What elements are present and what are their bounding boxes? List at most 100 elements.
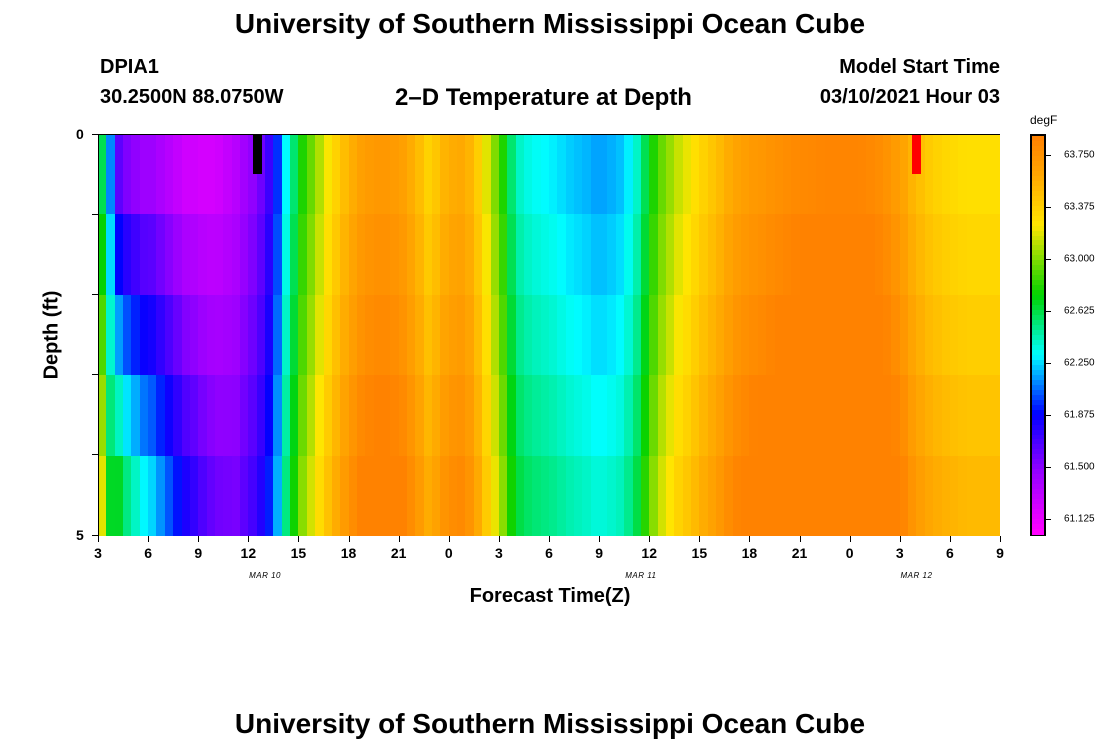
heatmap-cell xyxy=(849,134,859,216)
x-tick-mark xyxy=(298,536,300,542)
heatmap-cell xyxy=(473,214,484,296)
heatmap-cell xyxy=(607,375,617,457)
heatmap-cell xyxy=(131,214,141,296)
heatmap-cell xyxy=(891,375,901,457)
heatmap-cell xyxy=(123,294,133,377)
heatmap-cell xyxy=(515,375,525,457)
heatmap-cell xyxy=(231,214,241,296)
heatmap-cell xyxy=(365,455,375,536)
heatmap-cell xyxy=(832,134,843,216)
heatmap-cell xyxy=(665,294,676,377)
heatmap-cell xyxy=(490,134,500,216)
heatmap-cell xyxy=(590,375,601,457)
heatmap-cell xyxy=(690,294,701,377)
min-marker xyxy=(252,134,262,174)
heatmap-cell xyxy=(423,455,434,536)
heatmap-cell xyxy=(256,375,267,457)
x-tick-mark xyxy=(148,536,150,542)
heatmap-cell xyxy=(732,294,743,377)
colorbar-segment xyxy=(1032,140,1044,147)
heatmap-cell xyxy=(540,375,550,457)
heatmap-cell xyxy=(699,214,709,296)
colorbar-segment xyxy=(1032,479,1044,486)
heatmap-cell xyxy=(716,134,726,216)
heatmap-cell xyxy=(599,214,609,296)
colorbar-segment xyxy=(1032,190,1044,197)
heatmap-cell xyxy=(941,134,951,216)
heatmap-cell xyxy=(189,214,200,296)
heatmap-cell xyxy=(640,134,651,216)
heatmap-cell xyxy=(624,294,634,377)
y-axis-label: Depth (ft) xyxy=(40,290,63,380)
heatmap-cell xyxy=(816,375,826,457)
heatmap-cell xyxy=(265,294,275,377)
y-tick-mark xyxy=(92,214,98,215)
colorbar-segment xyxy=(1032,519,1044,526)
heatmap-cell xyxy=(599,134,609,216)
heatmap-cell xyxy=(239,214,250,296)
x-tick-label: 6 xyxy=(144,545,153,561)
heatmap-cell xyxy=(699,294,709,377)
heatmap-cell xyxy=(807,134,818,216)
heatmap-cell xyxy=(373,134,383,216)
heatmap-cell xyxy=(690,134,701,216)
heatmap-cell xyxy=(490,214,500,296)
heatmap-cell xyxy=(265,375,275,457)
colorbar-segment xyxy=(1032,275,1044,282)
heatmap-cell xyxy=(966,455,976,536)
heatmap-cell xyxy=(523,375,534,457)
x-tick-mark xyxy=(248,536,250,542)
heatmap-cell xyxy=(841,455,851,536)
heatmap-cell xyxy=(632,455,642,536)
heatmap-cell xyxy=(974,375,985,457)
heatmap-cell xyxy=(423,134,434,216)
heatmap-cell xyxy=(640,455,651,536)
colorbar-segment xyxy=(1032,310,1044,317)
heatmap-cell xyxy=(983,214,993,296)
heatmap-cell xyxy=(390,375,400,457)
heatmap-cell xyxy=(214,294,225,377)
heatmap-cell xyxy=(574,134,584,216)
colorbar-segment xyxy=(1032,524,1044,531)
heatmap-cell xyxy=(223,134,233,216)
heatmap-cell xyxy=(448,375,459,457)
heatmap-cell xyxy=(883,375,893,457)
heatmap-cell xyxy=(933,455,943,536)
heatmap-cell xyxy=(557,375,567,457)
colorbar-tick-label: 61.875 xyxy=(1064,409,1095,421)
heatmap-cell xyxy=(164,375,175,457)
colorbar-segment xyxy=(1032,165,1044,172)
heatmap-cell xyxy=(557,134,567,216)
colorbar-segment xyxy=(1032,230,1044,237)
colorbar-segment xyxy=(1032,374,1044,381)
heatmap-cell xyxy=(523,134,534,216)
heatmap-cell xyxy=(356,294,367,377)
heatmap-cell xyxy=(407,214,417,296)
heatmap-cell xyxy=(941,455,951,536)
heatmap-cell xyxy=(440,134,450,216)
heatmap-cell xyxy=(824,375,834,457)
heatmap-cell xyxy=(807,214,818,296)
heatmap-cell xyxy=(849,214,859,296)
heatmap-cell xyxy=(782,214,793,296)
heatmap-cell xyxy=(949,134,960,216)
heatmap-cell xyxy=(908,134,918,216)
plot-title: 2–D Temperature at Depth xyxy=(395,84,692,111)
heatmap-cell xyxy=(549,375,559,457)
heatmap-cell xyxy=(440,375,450,457)
heatmap-cell xyxy=(690,214,701,296)
heatmap-cell xyxy=(640,375,651,457)
x-tick-mark xyxy=(649,536,651,542)
heatmap-cell xyxy=(799,375,809,457)
heatmap-cell xyxy=(958,375,968,457)
x-tick-label: 9 xyxy=(595,545,604,561)
heatmap-cell xyxy=(732,375,743,457)
heatmap-cell xyxy=(607,214,617,296)
heatmap-cell xyxy=(273,214,283,296)
heatmap-cell xyxy=(582,214,592,296)
heatmap-cell xyxy=(398,455,408,536)
heatmap-cell xyxy=(206,375,216,457)
heatmap-cell xyxy=(365,375,375,457)
heatmap-cell xyxy=(724,214,734,296)
heatmap-cell xyxy=(766,134,776,216)
